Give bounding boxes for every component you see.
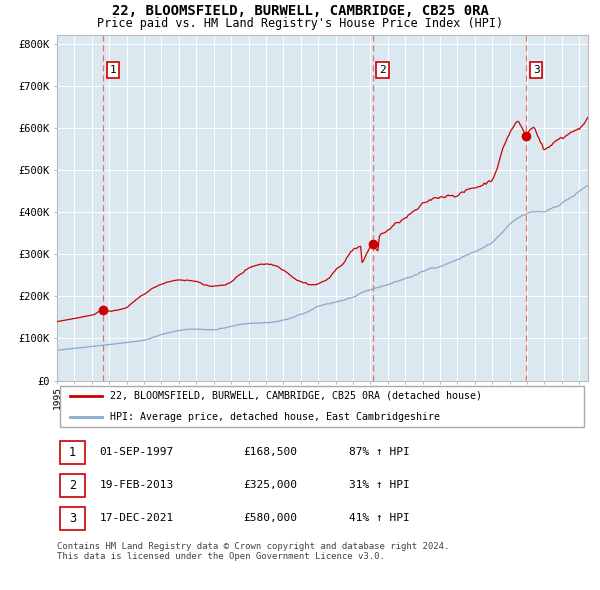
Text: 22, BLOOMSFIELD, BURWELL, CAMBRIDGE, CB25 0RA (detached house): 22, BLOOMSFIELD, BURWELL, CAMBRIDGE, CB2… (110, 391, 482, 401)
Text: 3: 3 (533, 65, 539, 75)
Text: 19-FEB-2013: 19-FEB-2013 (100, 480, 174, 490)
Text: 41% ↑ HPI: 41% ↑ HPI (349, 513, 410, 523)
FancyBboxPatch shape (59, 507, 85, 530)
Text: 2: 2 (69, 478, 76, 492)
Text: 2: 2 (379, 65, 386, 75)
Text: 1: 1 (110, 65, 116, 75)
Text: HPI: Average price, detached house, East Cambridgeshire: HPI: Average price, detached house, East… (110, 412, 440, 422)
Text: 87% ↑ HPI: 87% ↑ HPI (349, 447, 410, 457)
Text: 1: 1 (69, 445, 76, 459)
Text: 3: 3 (69, 512, 76, 525)
Text: 31% ↑ HPI: 31% ↑ HPI (349, 480, 410, 490)
Text: 01-SEP-1997: 01-SEP-1997 (100, 447, 174, 457)
Text: £168,500: £168,500 (243, 447, 297, 457)
Text: Price paid vs. HM Land Registry's House Price Index (HPI): Price paid vs. HM Land Registry's House … (97, 17, 503, 30)
FancyBboxPatch shape (59, 386, 584, 427)
Text: 22, BLOOMSFIELD, BURWELL, CAMBRIDGE, CB25 0RA: 22, BLOOMSFIELD, BURWELL, CAMBRIDGE, CB2… (112, 4, 488, 18)
Text: £325,000: £325,000 (243, 480, 297, 490)
Text: £580,000: £580,000 (243, 513, 297, 523)
Text: Contains HM Land Registry data © Crown copyright and database right 2024.
This d: Contains HM Land Registry data © Crown c… (57, 542, 449, 561)
Text: 17-DEC-2021: 17-DEC-2021 (100, 513, 174, 523)
FancyBboxPatch shape (59, 474, 85, 497)
FancyBboxPatch shape (59, 441, 85, 464)
